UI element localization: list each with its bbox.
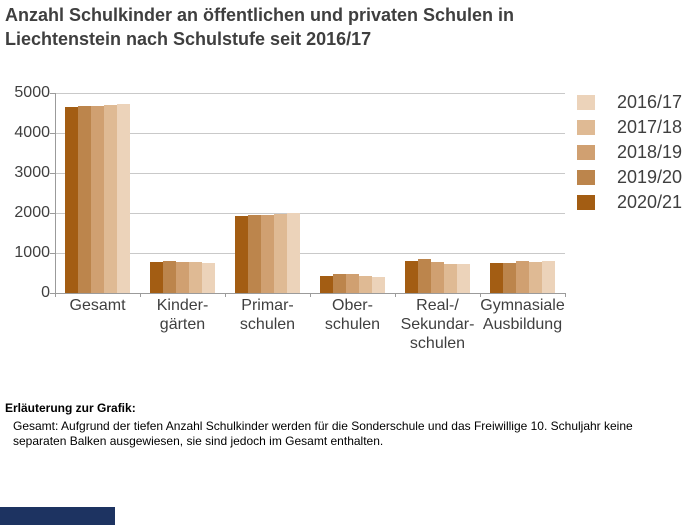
bar-Gesamt-2016/17: [117, 104, 130, 293]
bar-Gymnasiale Ausbildung-2017/18: [529, 262, 542, 293]
y-axis-label-4000: 4000: [14, 124, 50, 141]
bar-Gesamt-2018/19: [91, 105, 104, 293]
x-axis-label-line: schulen: [239, 316, 296, 333]
chart-title-line2: Liechtenstein nach Schulstufe seit 2016/…: [5, 29, 372, 49]
x-axis-label-line: Ausbildung: [482, 316, 563, 333]
bar-Real-/Sekundarschulen-2020/21: [405, 260, 418, 293]
x-axis-label-line: schulen: [324, 316, 381, 333]
bar-Real-/Sekundarschulen-2019/20: [418, 259, 431, 293]
x-axis-label-Primarschulen: Primar-schulen: [240, 296, 295, 334]
bar-Primarschulen-2017/18: [274, 213, 287, 293]
legend-swatch-2016/17: [577, 95, 595, 110]
x-axis-label-line: Kinder-: [156, 297, 209, 314]
x-tick-4: [395, 293, 396, 297]
legend-swatch-2018/19: [577, 145, 595, 160]
bar-Gymnasiale Ausbildung-2020/21: [490, 263, 503, 293]
x-axis-label-line: gärten: [159, 316, 206, 333]
gridline-2000: [55, 213, 565, 214]
x-axis-label-Kindergärten: Kinder-gärten: [157, 296, 209, 334]
bar-Gesamt-2017/18: [104, 105, 117, 293]
bar-Oberschulen-2020/21: [320, 275, 333, 293]
gridline-4000: [55, 133, 565, 134]
x-axis-label-Real-/Sekundarschulen: Real-/ Sekundar-schulen: [401, 296, 475, 353]
legend-swatch-2017/18: [577, 120, 595, 135]
x-axis-label-line: Real-/: [416, 297, 459, 314]
x-tick-1: [140, 293, 141, 297]
bar-Oberschulen-2016/17: [372, 276, 385, 293]
footnote-body: Gesamt: Aufgrund der tiefen Anzahl Schul…: [13, 419, 633, 448]
legend-label-2018/19: 2018/19: [617, 142, 683, 162]
bottom-brand-bar: [0, 507, 115, 525]
y-axis-label-0: 0: [41, 284, 50, 301]
y-axis-label-3000: 3000: [14, 164, 50, 181]
x-tick-5: [480, 293, 481, 297]
y-axis-line: [55, 93, 56, 293]
gridline-3000: [55, 173, 565, 174]
bar-Gesamt-2020/21: [65, 106, 78, 293]
bar-Primarschulen-2018/19: [261, 214, 274, 293]
x-axis-label-Gymnasiale Ausbildung: Gymnasiale Ausbildung: [480, 296, 564, 334]
bar-Kindergärten-2019/20: [163, 261, 176, 293]
y-axis-label-2000: 2000: [14, 204, 50, 221]
bar-Primarschulen-2019/20: [248, 215, 261, 293]
y-tick-4000: [50, 133, 55, 134]
x-tick-6: [565, 293, 566, 297]
bar-Kindergärten-2016/17: [202, 262, 215, 293]
bar-Real-/Sekundarschulen-2017/18: [444, 263, 457, 293]
x-axis-label-line: Primar-: [241, 297, 294, 314]
x-axis-label-line: Gesamt: [69, 297, 126, 314]
bar-Gymnasiale Ausbildung-2018/19: [516, 261, 529, 293]
x-tick-0: [55, 293, 56, 297]
legend-swatch-2020/21: [577, 195, 595, 210]
bar-Gymnasiale Ausbildung-2019/20: [503, 262, 516, 293]
x-tick-3: [310, 293, 311, 297]
x-axis-label-line: Ober-: [332, 297, 373, 314]
chart-title-line1: Anzahl Schulkinder an öffentlichen und p…: [5, 5, 515, 25]
legend-label-2017/18: 2017/18: [617, 117, 683, 137]
x-axis-label-line: Gymnasiale: [480, 297, 565, 314]
bar-Real-/Sekundarschulen-2018/19: [431, 262, 444, 293]
bar-Gesamt-2019/20: [78, 106, 91, 293]
bar-Real-/Sekundarschulen-2016/17: [457, 263, 470, 293]
footnote-heading: Erläuterung zur Grafik:: [5, 401, 136, 415]
legend-label-2019/20: 2019/20: [617, 167, 683, 187]
x-axis-label-Oberschulen: Ober-schulen: [325, 296, 380, 334]
bar-Kindergärten-2017/18: [189, 262, 202, 293]
bar-Gymnasiale Ausbildung-2016/17: [542, 261, 555, 293]
chart-title: Anzahl Schulkinder an öffentlichen und p…: [5, 3, 514, 51]
y-axis-label-1000: 1000: [14, 244, 50, 261]
y-tick-0: [50, 293, 55, 294]
bar-Oberschulen-2018/19: [346, 274, 359, 293]
x-axis-label-line: Sekundar-: [400, 316, 475, 333]
legend-swatch-2019/20: [577, 170, 595, 185]
bar-Kindergärten-2018/19: [176, 261, 189, 293]
bar-Primarschulen-2020/21: [235, 216, 248, 293]
y-tick-1000: [50, 253, 55, 254]
legend-label-2016/17: 2016/17: [617, 92, 683, 112]
x-tick-2: [225, 293, 226, 297]
bar-Oberschulen-2019/20: [333, 274, 346, 293]
bar-Kindergärten-2020/21: [150, 261, 163, 293]
bar-Oberschulen-2017/18: [359, 276, 372, 293]
gridline-5000: [55, 93, 565, 94]
bar-Primarschulen-2016/17: [287, 213, 300, 293]
legend-label-2020/21: 2020/21: [617, 192, 683, 212]
y-tick-3000: [50, 173, 55, 174]
gridline-1000: [55, 253, 565, 254]
x-axis-label-Gesamt: Gesamt: [69, 296, 125, 315]
y-axis-label-5000: 5000: [14, 84, 50, 101]
x-axis-label-line: schulen: [409, 335, 466, 352]
y-tick-5000: [50, 93, 55, 94]
y-tick-2000: [50, 213, 55, 214]
